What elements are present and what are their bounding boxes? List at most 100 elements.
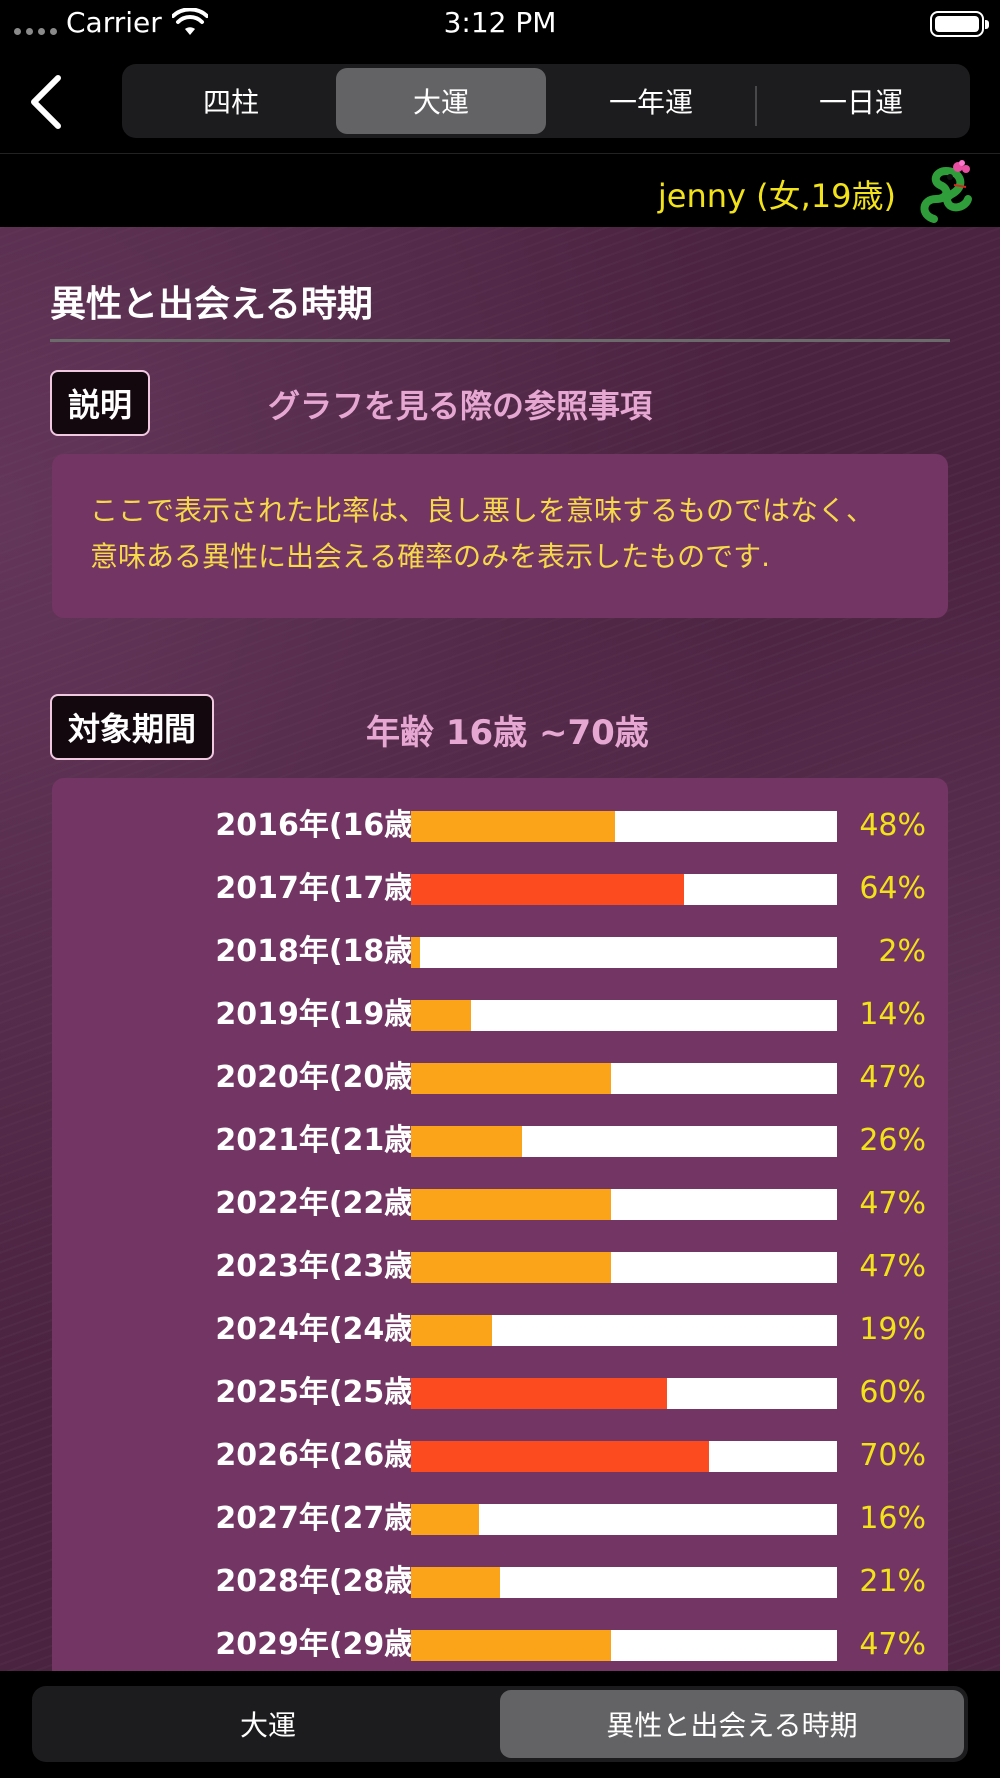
- chart-bar-track: [411, 1315, 837, 1346]
- chart-row: 2025年(25歳) 60%: [52, 1373, 948, 1413]
- chart-row: 2027年(27歳) 16%: [52, 1499, 948, 1539]
- status-time: 3:12 PM: [443, 6, 557, 39]
- chart-bar-track: [411, 1000, 837, 1031]
- chart-category-label: 2023年(23歳): [215, 1249, 428, 1284]
- chart-bar: [411, 937, 420, 968]
- chart-row: 2018年(18歳) 2%: [52, 932, 948, 972]
- segment-divider: [755, 86, 757, 126]
- chart-bar-track: [411, 1378, 837, 1409]
- chart-category-label: 2016年(16歳): [215, 808, 428, 843]
- view-segmented-control: 大運 異性と出会える時期: [32, 1686, 968, 1762]
- chart-row: 2029年(29歳) 47%: [52, 1625, 948, 1665]
- chart-category-label: 2025年(25歳): [215, 1375, 428, 1410]
- tab-encounter-period[interactable]: 異性と出会える時期: [500, 1690, 964, 1758]
- chart-category-label: 2022年(22歳): [215, 1186, 428, 1221]
- carrier-label: Carrier: [66, 6, 162, 39]
- chart-bar: [411, 1567, 501, 1598]
- chart-value-label: 21%: [859, 1564, 926, 1599]
- chart-value-label: 26%: [859, 1123, 926, 1158]
- chart-value-label: 14%: [859, 997, 926, 1032]
- chart-bar-track: [411, 1126, 837, 1157]
- chart-bar: [411, 1126, 522, 1157]
- tab-shichu[interactable]: 四柱: [202, 86, 259, 119]
- chart-bar: [411, 1441, 710, 1472]
- period-tag: 対象期間: [50, 694, 215, 760]
- chart-value-label: 64%: [859, 871, 926, 906]
- chart-category-label: 2020年(20歳): [215, 1060, 428, 1095]
- chart-bar: [411, 1189, 612, 1220]
- chart-category-label: 2029年(29歳): [215, 1627, 428, 1662]
- probability-bar-chart: 2016年(16歳) 48% 2017年(17歳) 64% 2018年(18歳) 2% 20…: [52, 778, 948, 1671]
- chart-bar: [411, 1063, 612, 1094]
- chart-category-label: 2019年(19歳): [215, 997, 428, 1032]
- chart-bar: [411, 1504, 480, 1535]
- page-title: 異性と出会える時期: [50, 284, 373, 325]
- fortune-type-segmented-control: 四柱 大運 一年運 一日運: [122, 64, 970, 138]
- chart-bar: [411, 1315, 492, 1346]
- chart-value-label: 19%: [859, 1312, 926, 1347]
- chart-bar-track: [411, 937, 837, 968]
- user-bar: jenny (女,19歳): [0, 155, 1000, 227]
- title-divider: [50, 339, 950, 342]
- chart-category-label: 2027年(27歳): [215, 1501, 428, 1536]
- chart-value-label: 16%: [859, 1501, 926, 1536]
- chart-bar: [411, 1630, 612, 1661]
- chart-category-label: 2028年(28歳): [215, 1564, 428, 1599]
- navigation-bar: 四柱 大運 一年運 一日運: [0, 50, 1000, 154]
- content-area[interactable]: 異性と出会える時期 説明 グラフを見る際の参照事項 ここで表示された比率は、良し…: [0, 227, 1000, 1671]
- chart-bar: [411, 811, 616, 842]
- tab-taiun-view[interactable]: 大運: [239, 1709, 296, 1742]
- signal-icon: [14, 28, 57, 35]
- chart-row: 2026年(26歳) 70%: [52, 1436, 948, 1476]
- chart-bar-track: [411, 1567, 837, 1598]
- chart-bar-track: [411, 811, 837, 842]
- battery-icon: [930, 11, 989, 37]
- chart-row: 2019年(19歳) 14%: [52, 995, 948, 1035]
- chart-row: 2028年(28歳) 21%: [52, 1562, 948, 1602]
- chart-category-label: 2024年(24歳): [215, 1312, 428, 1347]
- chart-category-label: 2026年(26歳): [215, 1438, 428, 1473]
- tab-taiun[interactable]: 大運: [336, 68, 546, 134]
- back-chevron-icon[interactable]: [22, 72, 72, 132]
- chart-bar-track: [411, 1630, 837, 1661]
- chart-bar: [411, 874, 684, 905]
- chart-value-label: 47%: [859, 1060, 926, 1095]
- tab-ichinichi-un[interactable]: 一日運: [755, 68, 966, 134]
- chart-value-label: 70%: [859, 1438, 926, 1473]
- chart-value-label: 60%: [859, 1375, 926, 1410]
- description-text-line-1: ここで表示された比率は、良し悪しを意味するものではなく、: [90, 494, 875, 527]
- chart-bar-track: [411, 1441, 837, 1472]
- chart-bar: [411, 1000, 471, 1031]
- description-caption: グラフを見る際の参照事項: [268, 387, 653, 425]
- chart-bar: [411, 1378, 667, 1409]
- chart-row: 2023年(23歳) 47%: [52, 1247, 948, 1287]
- chart-bar: [411, 1252, 612, 1283]
- chart-category-label: 2017年(17歳): [215, 871, 428, 906]
- chart-row: 2022年(22歳) 47%: [52, 1184, 948, 1224]
- chart-value-label: 47%: [859, 1249, 926, 1284]
- description-tag: 説明: [50, 370, 151, 436]
- wifi-icon: [172, 8, 208, 35]
- chart-bar-track: [411, 874, 837, 905]
- tab-ichinen-un[interactable]: 一年運: [608, 86, 693, 119]
- chart-row: 2020年(20歳) 47%: [52, 1058, 948, 1098]
- period-caption: 年齢 16歳 ~70歳: [366, 713, 649, 753]
- chart-bar-track: [411, 1063, 837, 1094]
- description-box: ここで表示された比率は、良し悪しを意味するものではなく、 意味ある異性に出会える…: [52, 454, 948, 618]
- chart-bar-track: [411, 1504, 837, 1535]
- chart-value-label: 47%: [859, 1186, 926, 1221]
- chart-bar-track: [411, 1189, 837, 1220]
- chart-row: 2017年(17歳) 64%: [52, 869, 948, 909]
- dragon-avatar-icon: [920, 160, 972, 223]
- bottom-bar: 大運 異性と出会える時期: [0, 1671, 1000, 1778]
- chart-value-label: 48%: [859, 808, 926, 843]
- chart-value-label: 2%: [878, 934, 926, 969]
- chart-row: 2021年(21歳) 26%: [52, 1121, 948, 1161]
- user-name-label: jenny (女,19歳): [657, 177, 896, 215]
- status-bar: Carrier 3:12 PM: [0, 0, 1000, 50]
- chart-bar-track: [411, 1252, 837, 1283]
- chart-category-label: 2021年(21歳): [215, 1123, 428, 1158]
- chart-category-label: 2018年(18歳): [215, 934, 428, 969]
- chart-row: 2016年(16歳) 48%: [52, 806, 948, 846]
- chart-row: 2024年(24歳) 19%: [52, 1310, 948, 1350]
